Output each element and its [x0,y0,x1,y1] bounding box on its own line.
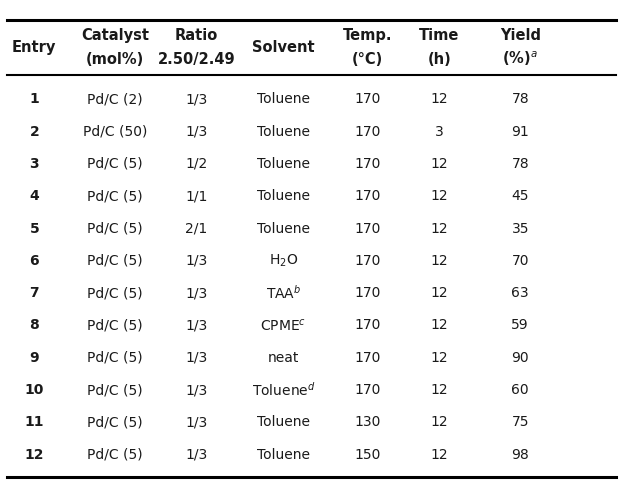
Text: Temp.: Temp. [343,28,392,43]
Text: 170: 170 [354,92,381,106]
Text: 12: 12 [430,286,448,300]
Text: 70: 70 [511,254,529,268]
Text: 90: 90 [511,351,529,365]
Text: 8: 8 [29,318,39,332]
Text: Pd/C (5): Pd/C (5) [87,318,143,332]
Text: 170: 170 [354,157,381,171]
Text: 6: 6 [29,254,39,268]
Text: 2.50/2.49: 2.50/2.49 [158,52,235,67]
Text: 12: 12 [430,415,448,429]
Text: Toluene: Toluene [257,92,310,106]
Text: 170: 170 [354,189,381,203]
Text: 12: 12 [430,92,448,106]
Text: 3: 3 [29,157,39,171]
Text: 9: 9 [29,351,39,365]
Text: 5: 5 [29,222,39,236]
Text: 12: 12 [430,448,448,462]
Text: 170: 170 [354,383,381,397]
Text: Toluene$^{d}$: Toluene$^{d}$ [252,381,315,399]
Text: Pd/C (5): Pd/C (5) [87,383,143,397]
Text: Toluene: Toluene [257,125,310,139]
Text: 75: 75 [511,415,529,429]
Text: 1/2: 1/2 [185,157,207,171]
Text: Solvent: Solvent [252,40,315,55]
Text: Pd/C (5): Pd/C (5) [87,415,143,429]
Text: 35: 35 [511,222,529,236]
Text: Pd/C (50): Pd/C (50) [83,125,148,139]
Text: 12: 12 [430,189,448,203]
Text: 170: 170 [354,222,381,236]
Text: 2/1: 2/1 [185,222,207,236]
Text: 12: 12 [430,157,448,171]
Text: 78: 78 [511,157,529,171]
Text: (h): (h) [427,52,451,67]
Text: Entry: Entry [12,40,57,55]
Text: Pd/C (5): Pd/C (5) [87,448,143,462]
Text: 170: 170 [354,318,381,332]
Text: Pd/C (5): Pd/C (5) [87,351,143,365]
Text: Pd/C (5): Pd/C (5) [87,189,143,203]
Text: 91: 91 [511,125,529,139]
Text: 7: 7 [29,286,39,300]
Text: 170: 170 [354,254,381,268]
Text: (%)$^{a}$: (%)$^{a}$ [502,50,538,69]
Text: Ratio: Ratio [174,28,218,43]
Text: 63: 63 [511,286,529,300]
Text: Pd/C (2): Pd/C (2) [87,92,143,106]
Text: Pd/C (5): Pd/C (5) [87,254,143,268]
Text: Time: Time [419,28,459,43]
Text: Toluene: Toluene [257,157,310,171]
Text: 1: 1 [29,92,39,106]
Text: 12: 12 [24,448,44,462]
Text: 1/1: 1/1 [185,189,207,203]
Text: neat: neat [268,351,299,365]
Text: 170: 170 [354,125,381,139]
Text: (mol%): (mol%) [86,52,145,67]
Text: 170: 170 [354,286,381,300]
Text: Toluene: Toluene [257,189,310,203]
Text: 12: 12 [430,318,448,332]
Text: 150: 150 [354,448,381,462]
Text: Pd/C (5): Pd/C (5) [87,157,143,171]
Text: 1/3: 1/3 [185,318,207,332]
Text: 1/3: 1/3 [185,383,207,397]
Text: 1/3: 1/3 [185,92,207,106]
Text: 12: 12 [430,351,448,365]
Text: TAA$^{b}$: TAA$^{b}$ [266,284,301,302]
Text: 1/3: 1/3 [185,351,207,365]
Text: 11: 11 [24,415,44,429]
Text: 12: 12 [430,383,448,397]
Text: 59: 59 [511,318,529,332]
Text: 3: 3 [435,125,444,139]
Text: Toluene: Toluene [257,448,310,462]
Text: Toluene: Toluene [257,222,310,236]
Text: H$_2$O: H$_2$O [269,253,298,269]
Text: 78: 78 [511,92,529,106]
Text: 12: 12 [430,222,448,236]
Text: 2: 2 [29,125,39,139]
Text: 12: 12 [430,254,448,268]
Text: 1/3: 1/3 [185,448,207,462]
Text: 1/3: 1/3 [185,125,207,139]
Text: 1/3: 1/3 [185,254,207,268]
Text: Pd/C (5): Pd/C (5) [87,222,143,236]
Text: Yield: Yield [500,28,541,43]
Text: 1/3: 1/3 [185,286,207,300]
Text: 1/3: 1/3 [185,415,207,429]
Text: 45: 45 [511,189,529,203]
Text: Pd/C (5): Pd/C (5) [87,286,143,300]
Text: Catalyst: Catalyst [81,28,150,43]
Text: Toluene: Toluene [257,415,310,429]
Text: 10: 10 [24,383,44,397]
Text: 98: 98 [511,448,529,462]
Text: 4: 4 [29,189,39,203]
Text: 170: 170 [354,351,381,365]
Text: 130: 130 [354,415,381,429]
Text: CPME$^{c}$: CPME$^{c}$ [260,317,307,333]
Text: 60: 60 [511,383,529,397]
Text: (°C): (°C) [352,52,383,67]
